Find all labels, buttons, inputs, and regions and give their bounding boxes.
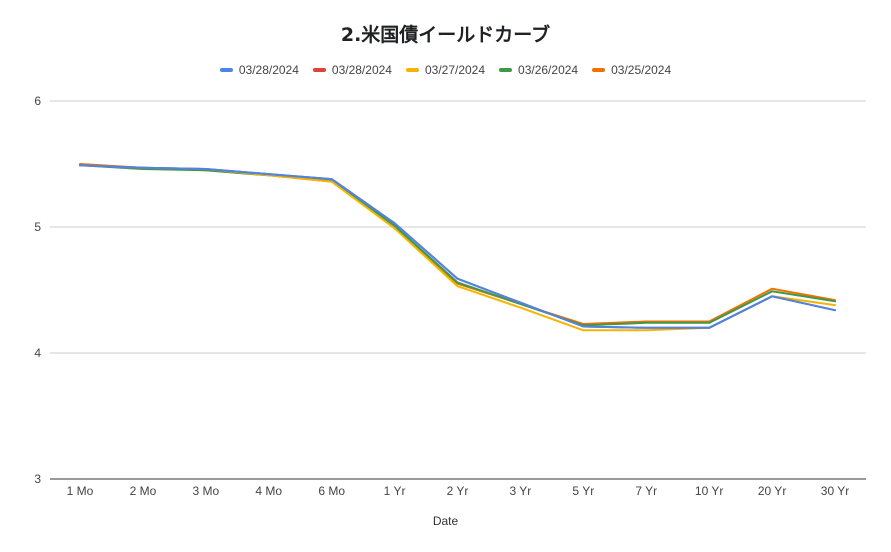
legend-item-1[interactable]: 03/28/2024 — [219, 63, 299, 77]
legend-item-2[interactable]: 03/28/2024 — [312, 63, 392, 77]
legend-swatch — [592, 68, 606, 72]
x-tick-label: 4 Mo — [255, 484, 282, 498]
legend-swatch — [219, 68, 233, 72]
y-tick-label: 6 — [34, 94, 41, 108]
series-line-2 — [79, 164, 836, 329]
legend-label: 03/26/2024 — [518, 63, 579, 77]
legend-item-5[interactable]: 03/25/2024 — [592, 63, 671, 77]
chart-title: 2.米国債イールドカーブ — [340, 24, 551, 46]
series-line-5 — [79, 163, 836, 325]
x-tick-label: 1 Yr — [384, 484, 406, 498]
x-tick-label: 30 Yr — [821, 484, 849, 498]
x-axis-label: Date — [432, 514, 459, 528]
series-line-4 — [79, 164, 836, 327]
x-tick-label: 3 Yr — [510, 484, 532, 498]
y-tick-label: 3 — [34, 472, 41, 486]
x-tick-label: 5 Yr — [572, 484, 594, 498]
series-line-3 — [79, 164, 836, 332]
legend-swatch — [499, 68, 513, 72]
legend-item-4[interactable]: 03/26/2024 — [499, 63, 578, 77]
legend-label: 03/28/2024 — [238, 63, 299, 77]
legend-item-3[interactable]: 03/27/2024 — [405, 63, 486, 77]
x-tick-label: 10 Yr — [695, 484, 723, 498]
x-tick-label: 2 Mo — [130, 484, 157, 498]
y-tick-label: 4 — [34, 346, 41, 360]
legend-label: 03/25/2024 — [611, 63, 672, 77]
legend: 03/28/2024 03/28/2024 03/27/2024 03/26/2024… — [0, 63, 891, 77]
legend-label: 03/28/2024 — [331, 63, 392, 77]
x-tick-label: 20 Yr — [758, 484, 786, 498]
legend-label: 03/27/2024 — [424, 63, 486, 77]
x-tick-label: 1 Mo — [67, 484, 94, 498]
x-tick-label: 2 Yr — [447, 484, 469, 498]
series-line-1 — [79, 164, 836, 329]
x-tick-label: 6 Mo — [318, 484, 345, 498]
y-tick-label: 5 — [34, 220, 41, 234]
x-tick-label: 7 Yr — [635, 484, 657, 498]
legend-swatch — [312, 68, 326, 72]
legend-swatch — [405, 68, 419, 72]
x-tick-label: 3 Mo — [192, 484, 219, 498]
